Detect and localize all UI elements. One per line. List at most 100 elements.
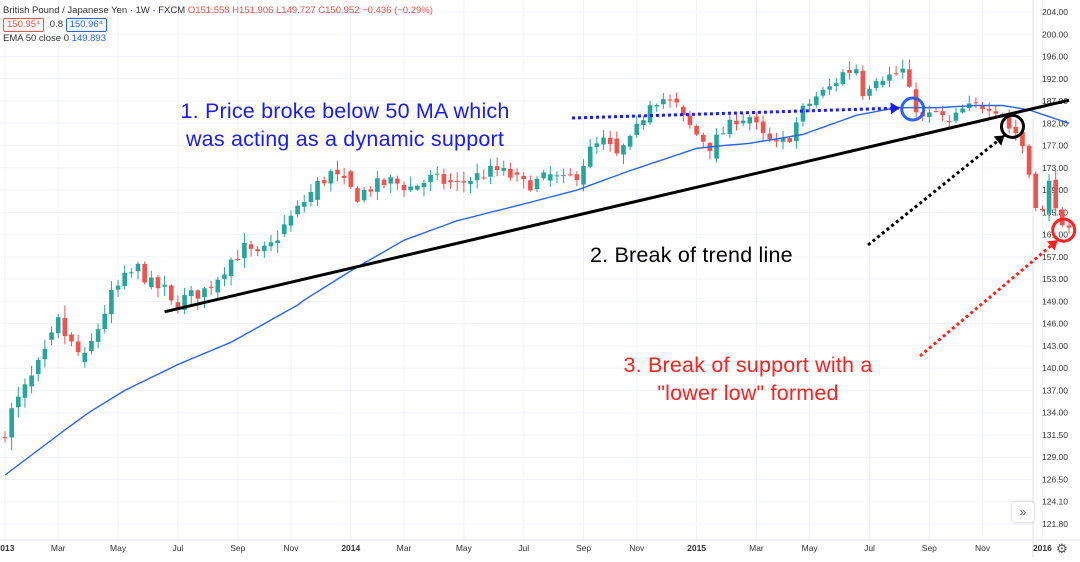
candle-body [1006, 113, 1012, 129]
candle-body [601, 137, 606, 145]
candle-body [574, 174, 580, 180]
candle-body [255, 249, 260, 252]
candle-body [275, 240, 280, 243]
candle-body [494, 166, 500, 171]
price-tick-label: 196.00 [1042, 52, 1068, 62]
candle-body [16, 396, 21, 408]
candle-body [641, 120, 646, 126]
sell-price[interactable]: 150.95⁴ [3, 18, 45, 32]
annotation-ema-break-line1: 1. Price broke below 50 MA which [180, 99, 510, 123]
annotation-support-break: 3. Break of support with a "lower low" f… [578, 351, 918, 407]
candle-body [727, 119, 733, 135]
time-tick-label: 2016 [1033, 543, 1052, 553]
candles [2, 59, 1072, 450]
candle-body [149, 277, 154, 288]
legend-title-row: British Pound / Japanese Yen · 1W · FXCM… [3, 4, 433, 18]
time-tick-label: May [456, 543, 473, 553]
candle-body [355, 188, 360, 202]
buy-price[interactable]: 150.96⁴ [65, 18, 107, 32]
candle-body [607, 137, 613, 145]
candle-body [55, 317, 61, 334]
candle-body [667, 99, 673, 101]
price-tick-label: 124.10 [1042, 497, 1068, 507]
candle-body [321, 180, 327, 184]
scroll-to-realtime-button[interactable]: » [1012, 502, 1034, 522]
candle-body [661, 99, 666, 105]
gear-icon[interactable]: ⚙ [1056, 541, 1068, 556]
arrow-trendline-break-head [993, 135, 1005, 146]
candle-body [361, 189, 367, 201]
candle-body [973, 102, 979, 104]
candle-body [35, 360, 41, 375]
double-chevron-right-icon: » [1019, 505, 1027, 519]
ema-label[interactable]: EMA 50 close 0 [3, 33, 70, 44]
candle-body [208, 286, 214, 288]
candle-body [122, 272, 127, 286]
time-tick-label: Sep [576, 543, 591, 553]
candle-body [315, 180, 320, 200]
candle-body [694, 125, 699, 135]
candle-body [913, 89, 919, 113]
candle-body [262, 245, 267, 252]
candle-body [82, 352, 88, 363]
candle-body [654, 105, 659, 107]
candle-body [1020, 132, 1025, 147]
price-tick-label: 153.00 [1042, 274, 1068, 284]
candle-body [548, 174, 553, 181]
candle-body [115, 285, 121, 290]
time-axis: 2013 Mar May Jul Sep Nov 2014 Mar May Jul Sep Nov 20… [0, 543, 1052, 553]
candle-body [853, 69, 859, 74]
price-tick-label: 177.00 [1042, 141, 1068, 151]
candle-body [634, 123, 640, 135]
candle-body [587, 146, 593, 167]
price-axis: 204.00 200.00 196.00 192.00 187.00 182.00 177.… [1042, 7, 1068, 529]
candle-body [1033, 173, 1039, 209]
candle-body [288, 215, 294, 226]
candle-body [195, 290, 201, 299]
candle-body [800, 105, 806, 122]
price-tick-label: 137.00 [1042, 385, 1068, 395]
candle-body [215, 279, 221, 293]
candle-body [1060, 209, 1065, 226]
candle-body [794, 122, 799, 142]
chart-legend: British Pound / Japanese Yen · 1W · FXCM… [3, 4, 433, 46]
candle-body [787, 138, 792, 142]
candle-body [581, 165, 586, 185]
candle-body [807, 103, 812, 107]
candle-body [814, 96, 819, 106]
candle-body [860, 70, 866, 97]
annotation-support-break-line2: "lower low" formed [657, 381, 839, 405]
candle-body [953, 112, 959, 121]
legend-price-row: 150.95⁴ 0.8 150.96⁴ [3, 18, 433, 32]
candle-body [980, 106, 985, 109]
candle-body [474, 173, 480, 181]
candle-body [1066, 225, 1072, 228]
candle-body [375, 178, 380, 192]
ema-value: 149.893 [71, 33, 106, 44]
time-tick-label: Mar [51, 543, 66, 553]
candle-body [567, 174, 573, 176]
grid-lines [0, 0, 1043, 540]
symbol-title[interactable]: British Pound / Japanese Yen · 1W · FXCM [3, 5, 186, 16]
time-tick-label: May [802, 543, 819, 553]
candle-body [89, 340, 94, 351]
time-tick-label: Nov [629, 543, 645, 553]
candle-body [69, 334, 74, 342]
annotation-support-break-line1: 3. Break of support with a [623, 353, 873, 377]
candle-body [401, 184, 407, 191]
candle-body [488, 165, 493, 177]
price-tick-label: 187.00 [1042, 96, 1068, 106]
price-tick-label: 200.00 [1042, 29, 1068, 39]
candle-body [880, 80, 886, 86]
ohlc-values: O151.558 H151.906 L149.727 C150.952 −0.4… [187, 5, 433, 16]
candle-body [42, 348, 48, 360]
arrow-trendline-break [867, 134, 1006, 247]
candle-body [887, 74, 892, 81]
price-tick-label: 182.00 [1042, 118, 1068, 128]
time-tick-label: 2014 [341, 543, 360, 553]
candle-body [687, 115, 693, 125]
candle-body [62, 318, 68, 337]
annotation-ema-break-line2: was acting as a dynamic support [185, 127, 505, 151]
